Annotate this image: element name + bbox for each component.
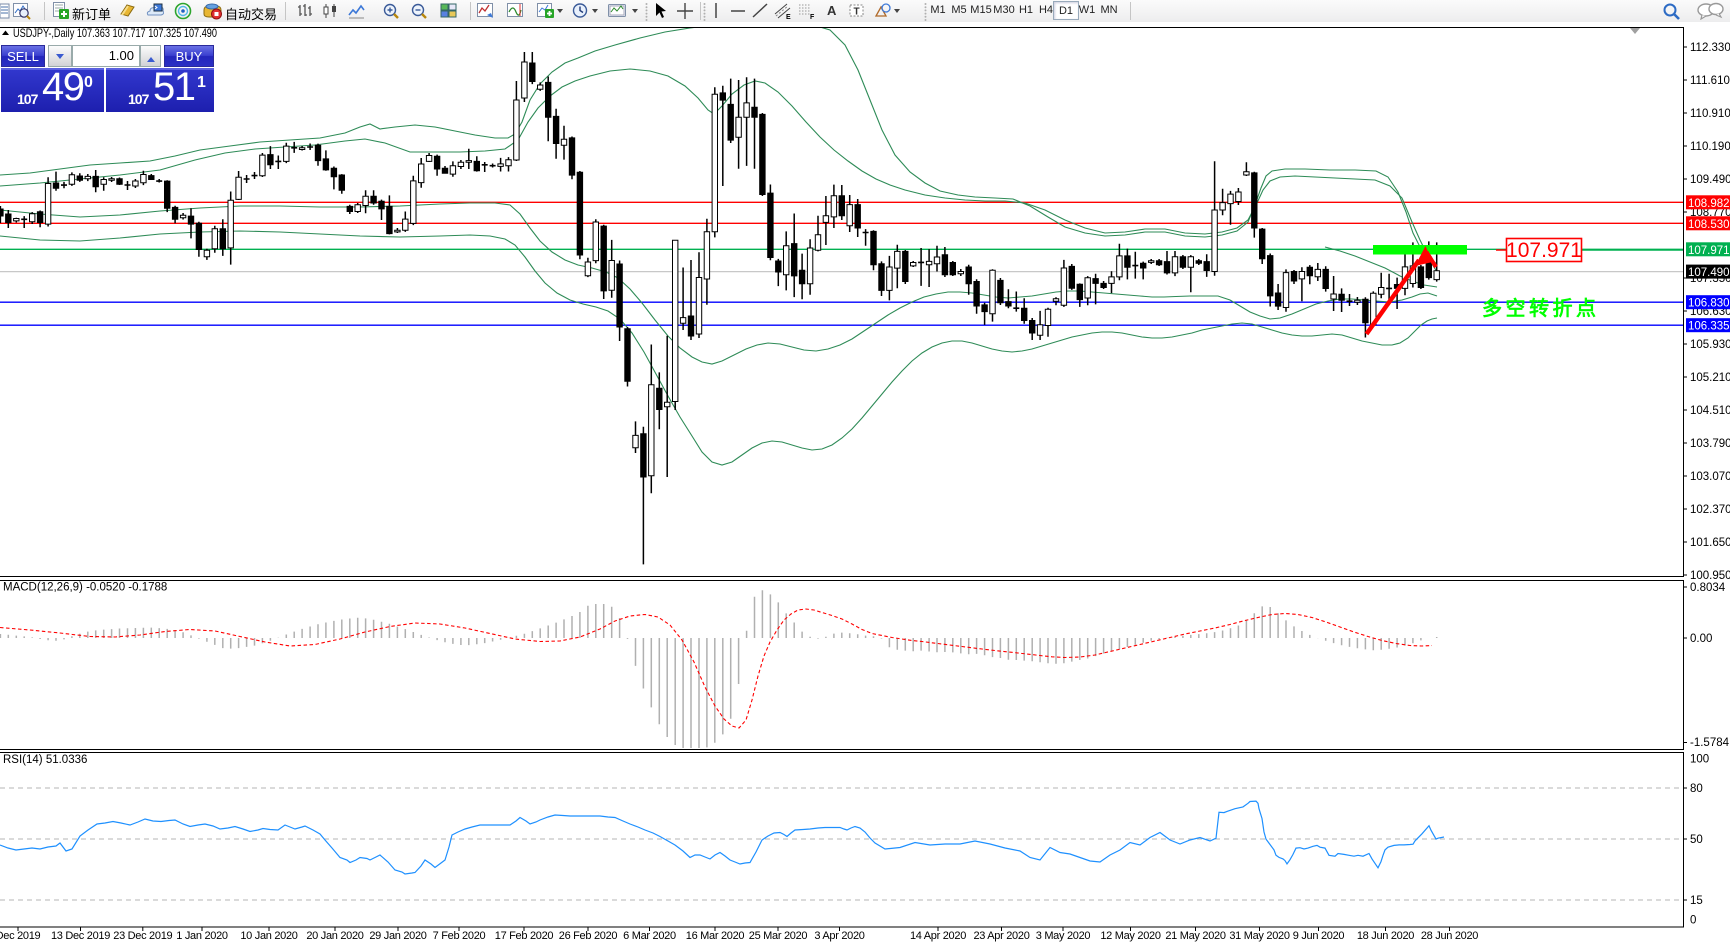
svg-text:7 Feb 2020: 7 Feb 2020 (433, 930, 486, 942)
svg-text:107.971: 107.971 (1506, 239, 1582, 262)
svg-text:111.610: 111.610 (1690, 75, 1730, 87)
svg-text:T: T (854, 7, 860, 18)
svg-text:106.830: 106.830 (1688, 298, 1730, 310)
svg-text:23 Dec 2019: 23 Dec 2019 (113, 930, 172, 942)
svg-text:29 Jan 2020: 29 Jan 2020 (369, 930, 426, 942)
svg-text:25 Mar 2020: 25 Mar 2020 (749, 930, 808, 942)
svg-text:108.770: 108.770 (1690, 207, 1730, 219)
svg-text:103.790: 103.790 (1690, 438, 1730, 450)
svg-text:110.910: 110.910 (1690, 108, 1730, 120)
svg-text:-1.5784: -1.5784 (1690, 737, 1730, 749)
svg-text:100: 100 (1690, 754, 1709, 766)
svg-text:17 Feb 2020: 17 Feb 2020 (495, 930, 554, 942)
svg-text:0.00: 0.00 (1690, 633, 1712, 645)
svg-text:26 Feb 2020: 26 Feb 2020 (559, 930, 618, 942)
svg-text:18 Jun 2020: 18 Jun 2020 (1357, 930, 1414, 942)
svg-text:F: F (810, 14, 815, 20)
svg-text:103.070: 103.070 (1690, 471, 1730, 483)
svg-text:28 Jun 2020: 28 Jun 2020 (1421, 930, 1478, 942)
svg-text:102.370: 102.370 (1690, 504, 1730, 516)
svg-text:106.335: 106.335 (1688, 321, 1730, 333)
svg-text:109.490: 109.490 (1690, 174, 1730, 186)
svg-text:0: 0 (1690, 915, 1696, 927)
svg-text:0.8034: 0.8034 (1690, 582, 1726, 594)
svg-text:3 May 2020: 3 May 2020 (1036, 930, 1091, 942)
svg-text:100.950: 100.950 (1690, 570, 1730, 582)
svg-text:21 May 2020: 21 May 2020 (1165, 930, 1225, 942)
svg-text:110.190: 110.190 (1690, 141, 1730, 153)
svg-text:14 Apr 2020: 14 Apr 2020 (910, 930, 966, 942)
svg-text:多空转折点: 多空转折点 (1482, 296, 1600, 320)
svg-text:105.210: 105.210 (1690, 372, 1730, 384)
svg-text:6 Mar 2020: 6 Mar 2020 (623, 930, 676, 942)
svg-text:50: 50 (1690, 834, 1703, 846)
svg-text:15: 15 (1690, 895, 1703, 907)
svg-text:10 Jan 2020: 10 Jan 2020 (240, 930, 297, 942)
svg-text:80: 80 (1690, 783, 1703, 795)
svg-text:E: E (786, 14, 791, 20)
svg-text:105.930: 105.930 (1690, 339, 1730, 351)
svg-text:12 May 2020: 12 May 2020 (1100, 930, 1160, 942)
svg-text:9 Jun 2020: 9 Jun 2020 (1293, 930, 1345, 942)
svg-text:13 Dec 2019: 13 Dec 2019 (51, 930, 110, 942)
svg-text:31 May 2020: 31 May 2020 (1229, 930, 1289, 942)
svg-text:23 Apr 2020: 23 Apr 2020 (973, 930, 1029, 942)
svg-text:101.650: 101.650 (1690, 537, 1730, 549)
svg-text:USDJPY-,Daily 107.363 107.717: USDJPY-,Daily 107.363 107.717 107.325 10… (13, 26, 217, 40)
svg-text:112.330: 112.330 (1690, 42, 1730, 54)
svg-text:3 Apr 2020: 3 Apr 2020 (814, 930, 864, 942)
svg-text:107.971: 107.971 (1688, 245, 1730, 257)
svg-text:RSI(14) 51.0336: RSI(14) 51.0336 (3, 754, 87, 766)
svg-text:Dec 2019: Dec 2019 (0, 930, 41, 942)
svg-text:108.982: 108.982 (1688, 198, 1730, 210)
svg-text:20 Jan 2020: 20 Jan 2020 (306, 930, 363, 942)
svg-text:1 Jan 2020: 1 Jan 2020 (176, 930, 228, 942)
svg-text:104.510: 104.510 (1690, 405, 1730, 417)
svg-text:MACD(12,26,9) -0.0520 -0.1788: MACD(12,26,9) -0.0520 -0.1788 (3, 582, 167, 594)
svg-text:16 Mar 2020: 16 Mar 2020 (686, 930, 745, 942)
svg-text:107.490: 107.490 (1688, 267, 1730, 279)
svg-text:108.530: 108.530 (1688, 219, 1730, 231)
